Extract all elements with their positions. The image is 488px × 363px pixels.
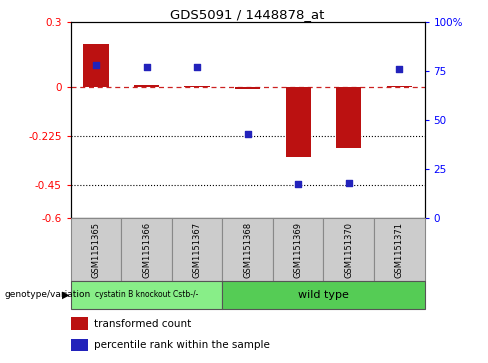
Text: wild type: wild type <box>298 290 349 300</box>
Point <box>142 64 150 70</box>
Point <box>244 131 252 136</box>
Bar <box>134 85 159 87</box>
Bar <box>223 218 273 281</box>
Text: GSM1151371: GSM1151371 <box>395 221 404 278</box>
Bar <box>324 218 374 281</box>
Text: cystatin B knockout Cstb-/-: cystatin B knockout Cstb-/- <box>95 290 198 299</box>
Bar <box>172 218 223 281</box>
Bar <box>83 44 109 87</box>
Bar <box>273 218 324 281</box>
Text: GSM1151366: GSM1151366 <box>142 221 151 278</box>
Point <box>92 62 100 68</box>
Point <box>345 180 353 185</box>
Bar <box>235 87 260 89</box>
Text: transformed count: transformed count <box>94 318 191 329</box>
Bar <box>374 218 425 281</box>
Text: GSM1151368: GSM1151368 <box>243 221 252 278</box>
Text: ▶: ▶ <box>62 290 70 300</box>
Text: GSM1151365: GSM1151365 <box>92 221 101 278</box>
Bar <box>71 317 88 330</box>
Bar <box>71 339 88 351</box>
Bar <box>71 218 122 281</box>
Point <box>294 182 302 187</box>
Bar <box>386 86 412 87</box>
Bar <box>184 86 210 87</box>
Text: genotype/variation: genotype/variation <box>5 290 91 299</box>
Text: GSM1151367: GSM1151367 <box>193 221 202 278</box>
Bar <box>336 87 362 148</box>
Point <box>395 66 403 72</box>
Bar <box>285 87 311 157</box>
Point <box>193 64 201 70</box>
Text: GSM1151370: GSM1151370 <box>344 221 353 278</box>
Text: GSM1151369: GSM1151369 <box>294 221 303 278</box>
Bar <box>71 281 223 309</box>
Title: GDS5091 / 1448878_at: GDS5091 / 1448878_at <box>170 8 325 21</box>
Bar <box>223 281 425 309</box>
Bar <box>122 218 172 281</box>
Text: percentile rank within the sample: percentile rank within the sample <box>94 340 270 350</box>
